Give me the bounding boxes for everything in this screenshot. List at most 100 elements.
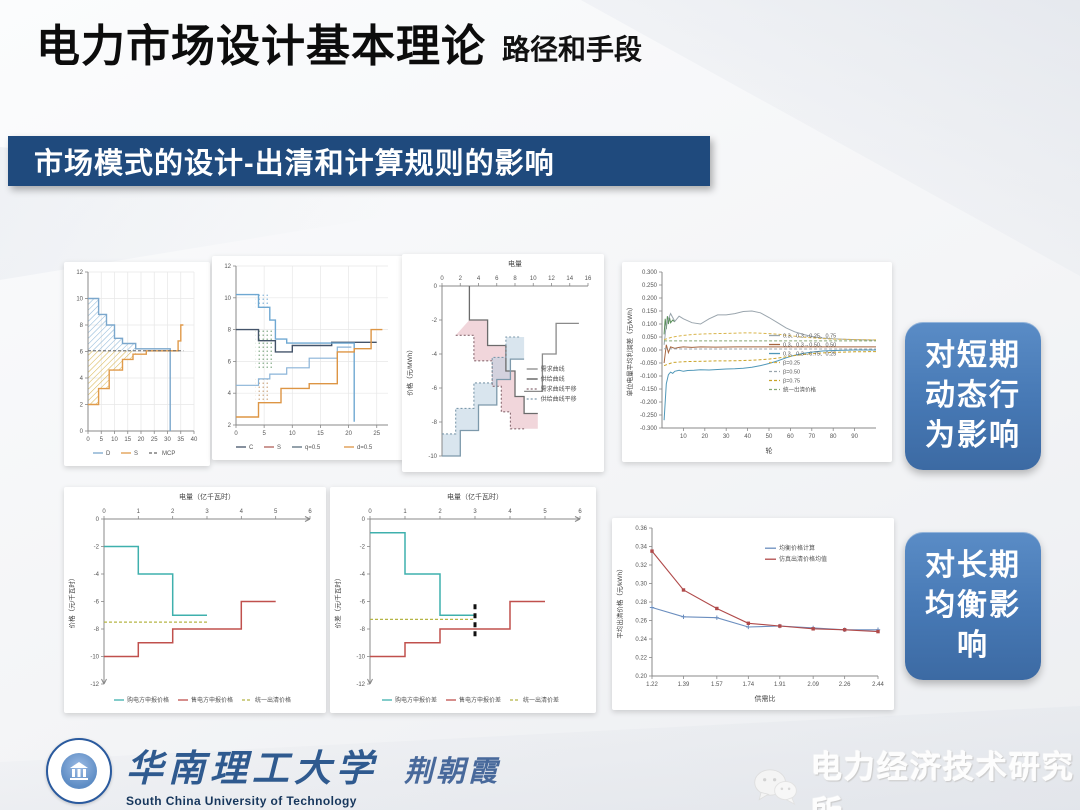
- svg-text:0.3、0.3→0.25、0.75: 0.3、0.3→0.25、0.75: [783, 334, 836, 340]
- svg-text:0: 0: [434, 284, 438, 290]
- svg-text:6: 6: [308, 509, 312, 515]
- svg-text:-10: -10: [356, 655, 365, 661]
- svg-text:-8: -8: [94, 627, 100, 633]
- svg-text:-6: -6: [94, 600, 100, 606]
- university-text-block: 华南理工大学 荆朝霞 South China University of Tec…: [126, 738, 500, 808]
- callout-short-term-impact: 对短期动态行为影响: [905, 322, 1041, 470]
- svg-text:2.44: 2.44: [872, 682, 884, 688]
- svg-text:1: 1: [137, 509, 141, 515]
- slide-subtitle: 路径和手段: [502, 33, 643, 65]
- footer-university: 华南理工大学 荆朝霞 South China University of Tec…: [46, 738, 500, 808]
- svg-text:12: 12: [548, 276, 555, 282]
- chart-bid-spread-clearing-panel: 0 1 2 3 4 5 6 0 -2 -4 -6 -8 -10 -12 电量（亿千瓦时） 价差（元/千瓦时） 购…: [330, 487, 596, 713]
- svg-text:-12: -12: [356, 682, 365, 688]
- svg-text:-4: -4: [360, 572, 366, 578]
- svg-text:5: 5: [274, 509, 278, 515]
- svg-text:10: 10: [289, 431, 296, 437]
- svg-text:15: 15: [124, 437, 131, 443]
- svg-text:d=0.5: d=0.5: [357, 445, 373, 451]
- svg-text:70: 70: [808, 434, 815, 440]
- callout-long-term-impact: 对长期均衡影响: [905, 532, 1041, 680]
- wechat-account-label: 电力经济技术研究所: [811, 750, 1076, 810]
- svg-text:电量: 电量: [508, 259, 522, 268]
- svg-text:0.28: 0.28: [635, 600, 647, 606]
- svg-text:2: 2: [228, 423, 232, 429]
- svg-text:0.150: 0.150: [642, 309, 658, 315]
- svg-text:0.000: 0.000: [642, 348, 658, 354]
- svg-text:5: 5: [262, 431, 266, 437]
- svg-text:-2: -2: [360, 545, 366, 551]
- svg-text:-0.150: -0.150: [640, 387, 658, 393]
- svg-text:均衡价格计算: 均衡价格计算: [779, 544, 815, 552]
- svg-text:0.32: 0.32: [635, 563, 647, 569]
- svg-text:0.20: 0.20: [635, 674, 647, 680]
- university-name-cn: 华南理工大学: [126, 748, 378, 789]
- svg-text:D: D: [106, 451, 111, 457]
- svg-text:50: 50: [766, 434, 773, 440]
- svg-text:-6: -6: [432, 386, 438, 392]
- svg-text:需求曲线: 需求曲线: [541, 365, 565, 373]
- svg-text:0.24: 0.24: [635, 637, 647, 643]
- svg-text:12: 12: [76, 270, 83, 276]
- chart-bid-stack-hatched-panel: 0 5 10 15 20 25 30 35 40 0 2 4 6 8 10 12 D S MCP: [64, 262, 210, 466]
- svg-text:q=0.5: q=0.5: [305, 445, 321, 451]
- svg-text:电量（亿千瓦时）: 电量（亿千瓦时）: [179, 492, 235, 501]
- university-name-en: South China University of Technology: [126, 794, 357, 808]
- university-name-row: 华南理工大学 荆朝霞: [126, 738, 500, 792]
- svg-text:售电方申报价差: 售电方申报价差: [459, 696, 501, 704]
- svg-text:30: 30: [164, 437, 171, 443]
- svg-text:10: 10: [530, 276, 537, 282]
- svg-text:0: 0: [86, 437, 90, 443]
- svg-text:2: 2: [171, 509, 175, 515]
- svg-text:需求曲线平移: 需求曲线平移: [541, 385, 577, 393]
- svg-text:15: 15: [317, 431, 324, 437]
- svg-text:25: 25: [151, 437, 158, 443]
- svg-text:售电方申报价格: 售电方申报价格: [191, 696, 233, 704]
- svg-text:2: 2: [459, 276, 463, 282]
- svg-text:供给曲线平移: 供给曲线平移: [541, 395, 577, 403]
- svg-text:价格（元/MWh）: 价格（元/MWh）: [405, 346, 414, 395]
- svg-text:6: 6: [578, 509, 582, 515]
- chart-clearing-price-vs-ratio-panel: 1.22 1.39 1.57 1.74 1.91 2.09 2.26 2.44 0.36 0.34…: [612, 518, 894, 710]
- svg-text:40: 40: [191, 437, 198, 443]
- chart-clearing-price-vs-ratio: 1.22 1.39 1.57 1.74 1.91 2.09 2.26 2.44 0.36 0.34…: [614, 520, 892, 708]
- svg-text:0.100: 0.100: [642, 322, 658, 328]
- svg-text:0.30: 0.30: [635, 582, 647, 588]
- svg-text:8: 8: [228, 328, 232, 334]
- svg-text:20: 20: [701, 434, 708, 440]
- svg-text:0.300: 0.300: [642, 270, 658, 276]
- chart-shifted-supply-demand-panel: 0 2 4 6 8 10 12 14 16 0 -2 -4 -6 -8 -10 电量 价格（元/MWh） 需求曲线…: [402, 254, 604, 472]
- svg-text:统一出清价差: 统一出清价差: [523, 696, 559, 704]
- svg-text:平均出清价格（元/kWh）: 平均出清价格（元/kWh）: [615, 565, 624, 638]
- chart-profit-convergence: 10 20 30 40 50 60 70 80 90 0.300 0.250 0.200 0.150 0.…: [624, 264, 890, 460]
- svg-text:β=0.25: β=0.25: [783, 361, 800, 367]
- svg-text:S: S: [134, 451, 138, 457]
- svg-text:30: 30: [723, 434, 730, 440]
- section-banner: 市场模式的设计-出清和计算规则的影响: [8, 136, 710, 186]
- svg-text:2.26: 2.26: [839, 682, 851, 688]
- svg-text:6: 6: [495, 276, 499, 282]
- svg-text:4: 4: [80, 376, 84, 382]
- svg-text:购电方申报价格: 购电方申报价格: [127, 696, 169, 704]
- university-seal-icon: [46, 738, 112, 804]
- svg-text:20: 20: [345, 431, 352, 437]
- svg-text:0: 0: [102, 509, 106, 515]
- svg-text:60: 60: [787, 434, 794, 440]
- svg-text:-0.300: -0.300: [640, 426, 658, 432]
- chart-bid-price-clearing: 0 1 2 3 4 5 6 0 -2 -4 -6 -8 -10 -12 电量（亿千瓦时） 价格（元/千瓦时） 购…: [66, 489, 324, 711]
- svg-text:0.3、0.3→0.75、0.25: 0.3、0.3→0.75、0.25: [783, 352, 836, 358]
- svg-text:-2: -2: [94, 545, 100, 551]
- svg-text:0: 0: [80, 429, 84, 435]
- svg-text:-4: -4: [432, 352, 438, 358]
- svg-text:40: 40: [744, 434, 751, 440]
- svg-text:β=0.50: β=0.50: [783, 370, 800, 376]
- svg-text:3: 3: [205, 509, 209, 515]
- svg-text:12: 12: [224, 264, 231, 270]
- svg-text:2: 2: [80, 403, 84, 409]
- svg-text:-12: -12: [90, 682, 99, 688]
- svg-text:16: 16: [585, 276, 592, 282]
- svg-text:80: 80: [830, 434, 837, 440]
- svg-text:0: 0: [368, 509, 372, 515]
- slide-title: 电力市场设计基本理论: [36, 22, 486, 71]
